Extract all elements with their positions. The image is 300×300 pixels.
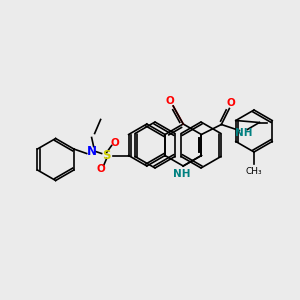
Text: O: O bbox=[110, 139, 119, 148]
Text: O: O bbox=[166, 96, 175, 106]
Text: O: O bbox=[227, 98, 236, 109]
Text: CH₃: CH₃ bbox=[246, 167, 262, 176]
Text: N: N bbox=[87, 145, 97, 158]
Text: NH: NH bbox=[235, 128, 252, 137]
Text: S: S bbox=[102, 149, 111, 162]
Text: O: O bbox=[96, 164, 105, 173]
Text: NH: NH bbox=[173, 169, 191, 179]
